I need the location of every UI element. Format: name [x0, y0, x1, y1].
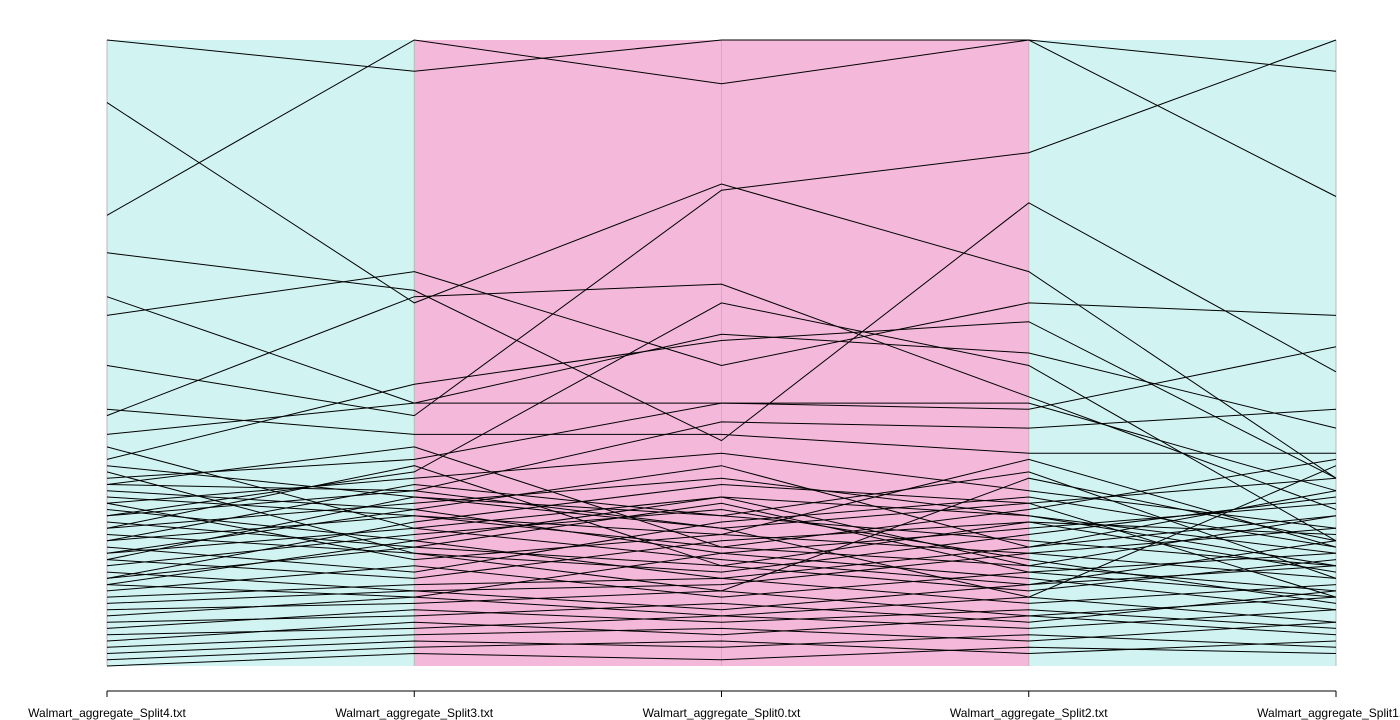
axis-label-4: Walmart_aggregate_Split2.txt: [950, 706, 1108, 720]
data-line-30: [106, 646, 1337, 667]
data-line-upper-6: [106, 283, 1337, 510]
axis-labels: Walmart_aggregate_Split4.txt Walmart_aggr…: [28, 706, 1400, 720]
axis-label-2: Walmart_aggregate_Split3.txt: [335, 706, 493, 720]
axis-label-3: Walmart_aggregate_Split0.txt: [643, 706, 801, 720]
data-line-upper-4: [106, 202, 1337, 442]
data-line-26: [106, 615, 1337, 642]
data-line-14: [106, 508, 1337, 604]
data-line-28: [106, 634, 1337, 654]
panel-background-3: [721, 40, 1029, 666]
data-line-32: [106, 446, 1337, 548]
data-line-23: [106, 590, 1337, 623]
axis-label-1: Walmart_aggregate_Split4.txt: [28, 706, 186, 720]
data-line-upper-2: [106, 39, 1337, 216]
data-line-34: [106, 471, 1337, 579]
data-line-upper-12: [106, 408, 1336, 454]
data-line-18: [106, 552, 1337, 598]
panel-backgrounds: [107, 40, 1336, 666]
data-line-11: [106, 496, 1337, 573]
series-lines: [106, 39, 1337, 667]
data-line-27: [106, 621, 1337, 648]
axis-label-5: Walmart_aggregate_Split1.txt: [1257, 706, 1400, 720]
data-line-13: [106, 521, 1337, 579]
data-line-20: [106, 565, 1337, 611]
data-line-37: [106, 458, 1337, 561]
data-line-38: [106, 465, 1337, 567]
data-line-upper-11: [106, 408, 1337, 492]
data-line-upper-8: [106, 333, 1337, 435]
data-line-17: [106, 552, 1337, 611]
data-line-35: [106, 465, 1337, 554]
data-line-9: [106, 496, 1337, 573]
panel-background-4: [1028, 40, 1336, 666]
data-line-40: [106, 496, 1337, 586]
bottom-axis: [106, 690, 1337, 697]
data-line-15: [106, 527, 1337, 592]
panel-background-1: [107, 40, 415, 666]
data-line-upper-13: [106, 321, 1337, 479]
data-line-24: [106, 609, 1337, 629]
data-line-33: [106, 471, 1337, 592]
data-line-upper-3: [106, 102, 1337, 479]
data-line-upper-5: [106, 271, 1337, 367]
data-line-upper-1: [106, 39, 1337, 72]
data-line-39: [106, 465, 1337, 598]
data-line-upper-7: [106, 39, 1337, 417]
data-line-12: [106, 527, 1337, 586]
data-line-upper-10: [106, 402, 1337, 492]
data-line-19: [106, 577, 1337, 604]
panel-background-2: [414, 40, 722, 666]
